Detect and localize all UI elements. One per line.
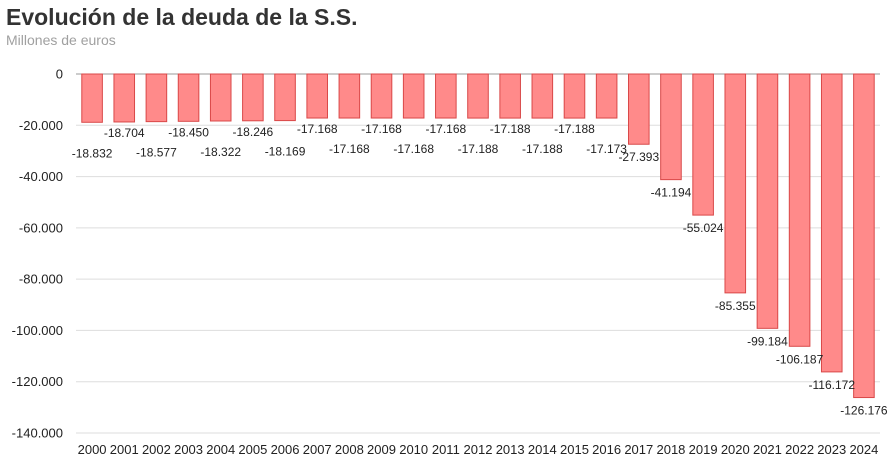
bar-2000	[81, 73, 103, 123]
bars	[81, 73, 875, 399]
y-axis-ticks: 0 -20.000 -40.000 -60.000 -80.000 -100.000 -12…	[12, 67, 63, 441]
data-labels: -18.832 -18.704 -18.577 -18.450 -18.322 -18.2…	[72, 122, 888, 418]
x-tick-label: 2021	[753, 442, 782, 457]
bar-2008	[338, 73, 361, 119]
data-label: -17.188	[458, 142, 499, 156]
x-tick-label: 2003	[174, 442, 203, 457]
data-label: -17.188	[490, 122, 531, 136]
bar-2012	[467, 73, 489, 119]
x-tick-label: 2011	[432, 442, 460, 457]
bar-2017	[628, 73, 650, 145]
x-tick-label: 2010	[399, 442, 428, 457]
bar-2006	[274, 73, 296, 122]
data-label: -27.393	[618, 150, 659, 164]
data-label: -17.168	[361, 122, 402, 136]
y-tick-label: -100.000	[12, 323, 63, 338]
data-label: -17.188	[554, 122, 595, 136]
x-tick-label: 2008	[335, 442, 364, 457]
data-label: -18.450	[168, 125, 209, 139]
bar-2022	[788, 73, 811, 347]
x-tick-label: 2023	[817, 442, 846, 457]
data-label: -18.704	[104, 126, 145, 140]
x-tick-label: 2020	[721, 442, 750, 457]
bar-2024	[853, 73, 875, 399]
data-label: -17.168	[393, 142, 434, 156]
bar-2011	[435, 73, 457, 119]
bar-2021	[756, 73, 779, 329]
data-label: -41.194	[651, 186, 692, 200]
bar-2023	[820, 73, 843, 373]
bar-2003	[177, 73, 200, 122]
x-tick-label: 2009	[367, 442, 396, 457]
data-label: -55.024	[683, 221, 724, 235]
y-tick-label: -80.000	[19, 272, 63, 287]
y-tick-label: -140.000	[12, 426, 63, 441]
x-tick-label: 2013	[496, 442, 525, 457]
bar-2013	[499, 73, 521, 119]
x-tick-label: 2018	[656, 442, 685, 457]
data-label: -18.322	[200, 145, 241, 159]
bar-2014	[531, 73, 554, 119]
data-label: -85.355	[715, 299, 756, 313]
x-tick-label: 2006	[271, 442, 300, 457]
chart-subtitle: Millones de euros	[6, 32, 116, 48]
bar-2019	[692, 73, 714, 216]
x-tick-label: 2007	[303, 442, 332, 457]
data-label: -18.832	[72, 146, 113, 160]
chart-title: Evolución de la deuda de la S.S.	[6, 4, 358, 30]
x-tick-label: 2024	[849, 442, 878, 457]
bar-2016	[595, 73, 618, 119]
bar-2015	[563, 73, 586, 119]
x-tick-label: 2000	[78, 442, 107, 457]
x-tick-label: 2012	[464, 442, 493, 457]
y-tick-label: -20.000	[19, 118, 63, 133]
x-tick-label: 2019	[689, 442, 718, 457]
bar-2005	[242, 73, 264, 122]
x-axis-ticks: 2000 2001 2002 2003 2004 2005 2006 2007 2008 2009…	[78, 442, 879, 457]
bar-2001	[113, 73, 136, 123]
data-label: -17.168	[329, 142, 370, 156]
data-label: -17.188	[522, 142, 563, 156]
bar-2020	[724, 73, 747, 294]
y-tick-label: 0	[56, 67, 63, 82]
y-tick-label: -120.000	[12, 374, 63, 389]
x-tick-label: 2017	[624, 442, 653, 457]
y-tick-label: -40.000	[19, 169, 63, 184]
x-tick-label: 2015	[560, 442, 589, 457]
data-label: -106.187	[776, 352, 824, 366]
x-tick-label: 2022	[785, 442, 814, 457]
data-label: -17.168	[297, 122, 338, 136]
bar-2009	[370, 73, 393, 119]
bar-2004	[209, 73, 232, 122]
data-label: -17.173	[586, 142, 627, 156]
bar-2018	[660, 73, 682, 181]
bar-2010	[402, 73, 425, 119]
x-tick-label: 2005	[238, 442, 267, 457]
data-label: -18.246	[233, 125, 274, 139]
x-tick-label: 2001	[110, 442, 139, 457]
data-label: -99.184	[747, 334, 788, 348]
data-label: -126.176	[840, 404, 888, 418]
x-tick-label: 2016	[592, 442, 621, 457]
data-label: -116.172	[809, 378, 856, 392]
data-label: -17.168	[425, 122, 466, 136]
x-tick-label: 2014	[528, 442, 557, 457]
x-tick-label: 2002	[142, 442, 171, 457]
data-label: -18.577	[136, 146, 177, 160]
x-tick-label: 2004	[206, 442, 235, 457]
y-tick-label: -60.000	[19, 220, 63, 235]
data-label: -18.169	[265, 145, 306, 159]
bar-2007	[306, 73, 328, 119]
bar-2002	[145, 73, 168, 123]
